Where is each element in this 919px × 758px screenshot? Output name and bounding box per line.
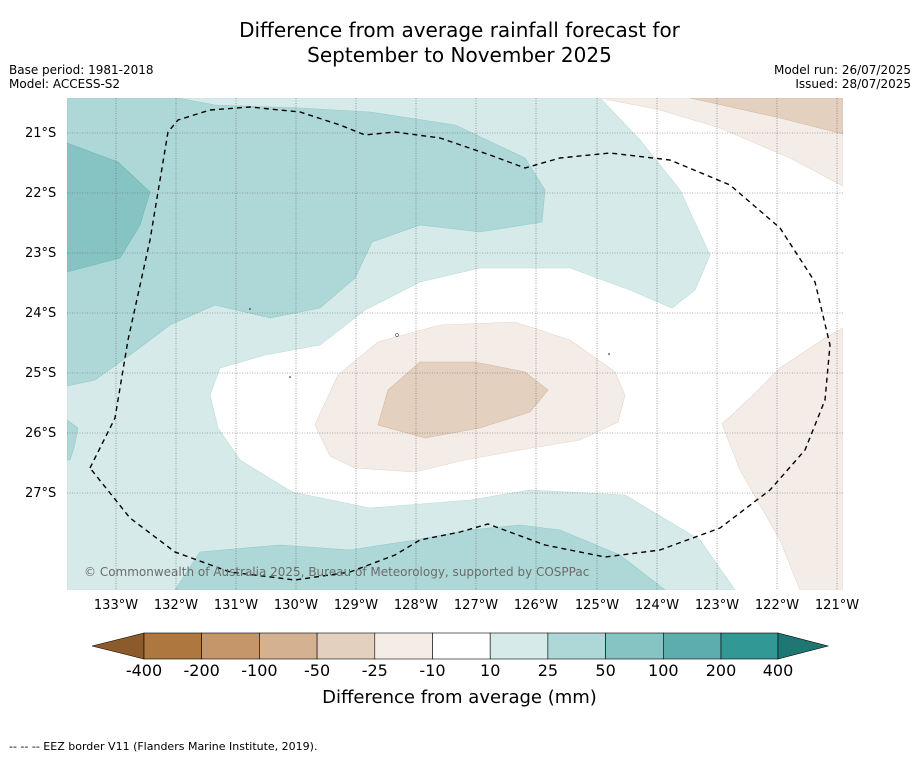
colorbar: [91, 632, 830, 660]
colorbar-title: Difference from average (mm): [322, 687, 597, 708]
colorbar-tick-label: -10: [419, 661, 446, 680]
lon-label: 123°W: [694, 598, 740, 613]
contour-25-50-west: [67, 419, 79, 461]
colorbar-tick-label: 100: [648, 661, 679, 680]
lat-label: 27°S: [25, 486, 57, 501]
contour-neg10-25-northeast: [599, 98, 843, 187]
copyright-notice: © Commonwealth of Australia 2025, Bureau…: [84, 565, 590, 579]
contour-neg25-50-northeast: [689, 98, 843, 135]
lat-label: 22°S: [25, 186, 57, 201]
colorbar-segment: [259, 632, 318, 660]
island-marker: [289, 376, 291, 378]
colorbar-segment: [143, 632, 203, 660]
map-title: Difference from average rainfall forecas…: [0, 18, 919, 68]
colorbar-tick-label: 50: [595, 661, 616, 680]
colorbar-segment: [201, 632, 260, 660]
colorbar-extend-high: [777, 632, 830, 660]
map-plot-area: [67, 98, 843, 590]
meta-left: Base period: 1981-2018 Model: ACCESS-S2: [9, 63, 154, 91]
title-line-2: September to November 2025: [307, 43, 612, 67]
map-gridlines: [67, 98, 843, 590]
model-run: Model run: 26/07/2025: [773, 63, 911, 77]
lon-label: 131°W: [213, 598, 259, 613]
lat-label: 25°S: [25, 366, 57, 381]
colorbar-segment: [374, 632, 433, 660]
colorbar-tick-label: -200: [183, 661, 220, 680]
lat-label: 23°S: [25, 246, 57, 261]
meta-right: Model run: 26/07/2025 Issued: 28/07/2025: [774, 63, 911, 91]
lon-label: 128°W: [393, 598, 439, 613]
issued-date: Issued: 28/07/2025: [795, 77, 911, 91]
contour-25-50-south: [174, 524, 666, 590]
lon-label: 129°W: [333, 598, 379, 613]
lon-label: 130°W: [273, 598, 319, 613]
lon-label: 127°W: [453, 598, 499, 613]
contour-25-50-north: [67, 98, 546, 387]
lon-label: 121°W: [814, 598, 860, 613]
lon-label: 126°W: [513, 598, 559, 613]
model-name: Model: ACCESS-S2: [9, 77, 121, 91]
colorbar-tick-label: -400: [125, 661, 163, 680]
island-marker: [608, 353, 610, 355]
lon-label: 122°W: [754, 598, 800, 613]
eez-border: [89, 106, 831, 581]
lat-label: 24°S: [25, 306, 57, 321]
colorbar-tick-label: -50: [304, 661, 331, 680]
island-marker: [395, 333, 399, 337]
island-marker: [249, 308, 251, 310]
colorbar-tick-label: -25: [361, 661, 388, 680]
contour-50-100: [67, 142, 151, 273]
colorbar-tick-label: 10: [480, 661, 501, 680]
base-period: Base period: 1981-2018: [9, 63, 154, 77]
colorbar-segment: [432, 632, 491, 660]
lat-label: 26°S: [25, 426, 57, 441]
lon-label: 124°W: [634, 598, 680, 613]
colorbar-tick-label: 400: [762, 661, 794, 680]
lat-label: 21°S: [25, 126, 57, 141]
eez-footnote: -- -- -- EEZ border V11 (Flanders Marine…: [9, 740, 318, 753]
colorbar-tick-label: 200: [705, 661, 737, 680]
colorbar-segment: [547, 632, 606, 660]
contour-neg10-25-east: [721, 327, 843, 590]
colorbar-segment: [605, 632, 664, 660]
lon-label: 132°W: [153, 598, 199, 613]
lon-label: 133°W: [93, 598, 139, 613]
colorbar-extend-low: [91, 632, 145, 660]
colorbar-segment: [316, 632, 376, 660]
colorbar-segment: [720, 632, 779, 660]
colorbar-tick-label: -100: [241, 661, 278, 680]
title-line-1: Difference from average rainfall forecas…: [239, 18, 680, 42]
lon-label: 125°W: [574, 598, 620, 613]
colorbar-tick-label: 25: [537, 661, 559, 680]
colorbar-segment: [489, 632, 549, 660]
colorbar-segment: [662, 632, 722, 660]
